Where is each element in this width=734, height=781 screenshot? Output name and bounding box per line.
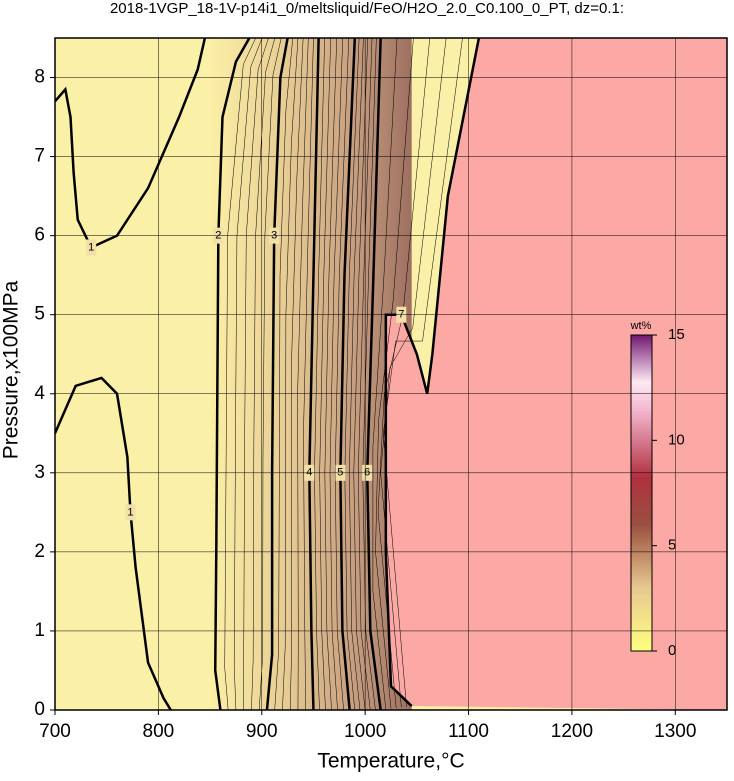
- x-tick-label: 700: [39, 721, 71, 742]
- y-tick-label: 4: [34, 383, 45, 404]
- y-tick-label: 2: [34, 541, 45, 562]
- contour-label-bg: [86, 239, 97, 256]
- contour-label-bg: [125, 504, 136, 521]
- colorbar-tick-label: 15: [668, 326, 685, 343]
- minor-contour: [289, 38, 304, 710]
- chart-title: 2018-1VGP_18-1V-p14i1_0/meltsliquid/FeO/…: [110, 0, 624, 17]
- contour-label: 1: [127, 506, 133, 518]
- colorbar-tick-label: 0: [668, 642, 676, 659]
- plot-area: 112 34 5 67: [55, 38, 727, 710]
- y-tick-label: 5: [34, 304, 45, 325]
- minor-contour: [375, 38, 414, 709]
- contour-line: [265, 38, 289, 710]
- y-tick-label: 8: [34, 67, 45, 88]
- x-tick-label: 800: [143, 721, 175, 742]
- colorbar-scale: [630, 334, 653, 652]
- colorbar-label: wt%: [630, 320, 652, 332]
- y-tick-label: 3: [34, 462, 45, 483]
- y-axis-label: Pressure,x100MPa: [0, 280, 23, 459]
- x-axis-label: Temperature,°C: [317, 750, 464, 773]
- minor-contour: [243, 38, 269, 710]
- x-tick-label: 1300: [654, 721, 696, 742]
- minor-contour: [380, 38, 447, 708]
- colorbar-tick-label: 10: [668, 431, 685, 448]
- y-tick-label: 7: [34, 146, 45, 167]
- minor-contour: [258, 38, 282, 710]
- minor-contour: [251, 38, 276, 710]
- minor-contour: [274, 38, 294, 710]
- minor-contour: [303, 38, 314, 710]
- y-tick-label: 1: [34, 620, 45, 641]
- contour-label: 1: [88, 241, 94, 253]
- x-tick-label: 900: [246, 721, 278, 742]
- colorbar-tick-label: 5: [668, 537, 676, 554]
- minor-contour: [224, 38, 256, 710]
- colorbar: wt% 0 5 10 15: [630, 320, 685, 659]
- x-tick-label: 1000: [344, 721, 386, 742]
- contour-line: [55, 376, 172, 710]
- x-tick-label: 1100: [448, 721, 489, 742]
- minor-contour: [382, 38, 463, 707]
- minor-contour: [233, 38, 263, 710]
- x-tick-label: 1200: [551, 721, 593, 742]
- y-tick-label: 0: [34, 699, 45, 720]
- y-tick-label: 6: [34, 225, 45, 246]
